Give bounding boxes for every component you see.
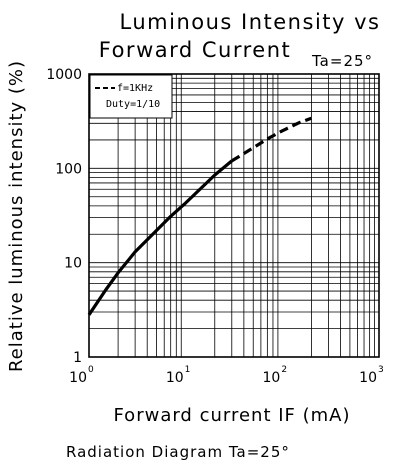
y-axis-label: Relative luminous intensity (%) bbox=[6, 60, 27, 372]
series-line-dashed bbox=[230, 116, 312, 163]
series-line-solid bbox=[87, 159, 233, 316]
grid bbox=[89, 74, 379, 357]
legend-label-duty: Duty=1/10 bbox=[106, 99, 160, 110]
x-tick-label: 10 bbox=[263, 370, 281, 386]
series-group bbox=[87, 116, 312, 316]
x-tick-label: 10 bbox=[359, 370, 377, 386]
x-tick-label: 10 bbox=[166, 370, 184, 386]
footer-caption: Radiation Diagram Ta=25° bbox=[66, 443, 290, 461]
chart-title-line1: Luminous Intensity vs bbox=[120, 10, 381, 34]
x-tick-exponent: 0 bbox=[88, 365, 94, 375]
x-tick-labels: 10 0 10 1 10 2 10 3 bbox=[69, 365, 384, 386]
y-tick-label: 100 bbox=[55, 161, 82, 177]
legend: f=1KHz Duty=1/10 bbox=[89, 74, 173, 119]
x-tick-label: 10 bbox=[69, 370, 87, 386]
legend-label-frequency: f=1KHz bbox=[117, 83, 153, 94]
legend-box bbox=[89, 74, 173, 119]
x-tick-exponent: 3 bbox=[378, 365, 384, 375]
y-tick-labels: 1 10 100 1000 bbox=[46, 67, 82, 366]
y-tick-label: 10 bbox=[64, 256, 82, 272]
x-axis-label: Forward current IF (mA) bbox=[113, 405, 350, 426]
x-tick-exponent: 1 bbox=[185, 365, 191, 375]
x-tick-exponent: 2 bbox=[281, 365, 287, 375]
y-tick-label: 1000 bbox=[46, 67, 82, 83]
y-tick-label: 1 bbox=[73, 350, 82, 366]
chart-condition: Ta=25° bbox=[311, 52, 373, 70]
chart-title-line2: Forward Current bbox=[99, 38, 292, 62]
plot-frame bbox=[88, 73, 380, 358]
